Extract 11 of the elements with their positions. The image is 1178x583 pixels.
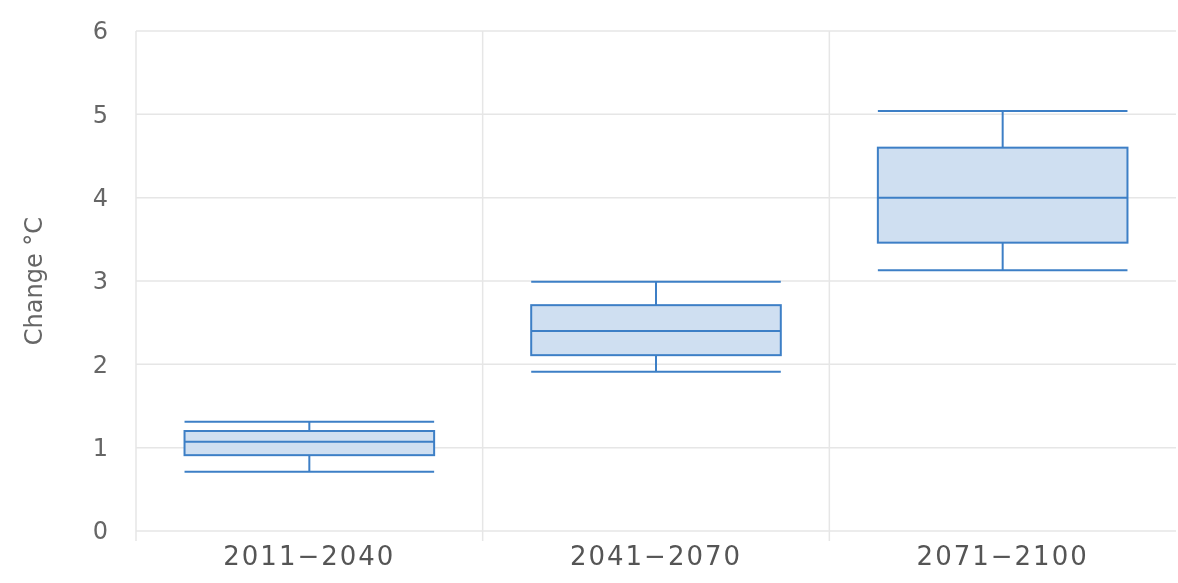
x-tick-label: 2011−2040 [223, 540, 396, 571]
y-tick-label: 0 [92, 517, 108, 546]
y-tick-label: 6 [92, 17, 108, 46]
y-tick-label: 5 [92, 100, 108, 129]
y-tick-label: 4 [92, 183, 108, 212]
x-tick-label: 2071−2100 [916, 540, 1089, 571]
y-tick-label: 3 [92, 267, 108, 296]
y-tick-label: 2 [92, 350, 108, 379]
y-axis-title: Change °C [20, 216, 48, 346]
x-tick-label: 2041−2070 [569, 540, 743, 571]
y-tick-label: 1 [92, 433, 108, 462]
